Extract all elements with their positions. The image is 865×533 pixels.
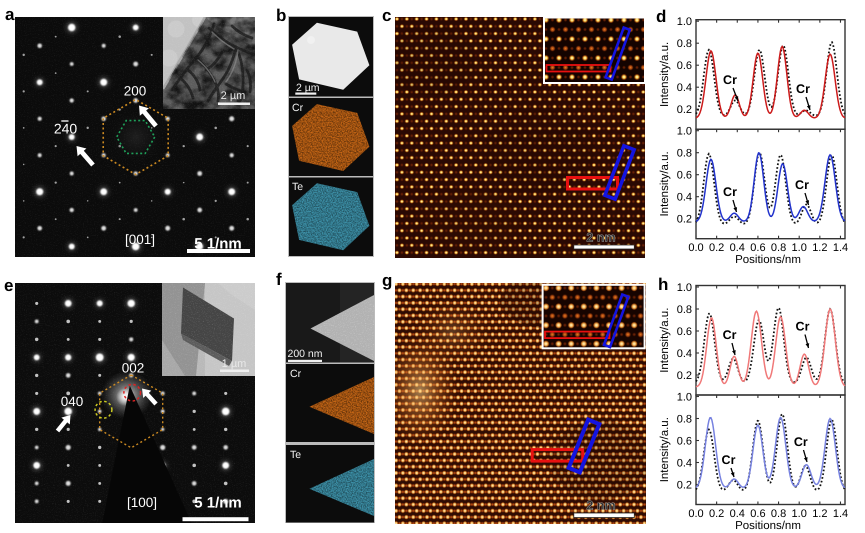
- svg-text:a: a: [5, 5, 15, 24]
- svg-text:0.6: 0.6: [677, 170, 692, 182]
- svg-text:Cr: Cr: [796, 320, 810, 334]
- svg-text:0.8: 0.8: [677, 38, 692, 50]
- svg-text:5 1/nm: 5 1/nm: [194, 236, 242, 253]
- svg-text:1.0: 1.0: [677, 391, 692, 403]
- svg-text:Positions/nm: Positions/nm: [735, 254, 801, 266]
- svg-text:2 µm: 2 µm: [221, 90, 246, 102]
- svg-text:0.6: 0.6: [677, 435, 692, 447]
- svg-text:0.4: 0.4: [730, 508, 745, 520]
- svg-text:c: c: [382, 6, 391, 25]
- svg-text:0.8: 0.8: [677, 148, 692, 160]
- svg-text:Cr: Cr: [796, 82, 810, 96]
- svg-text:1.4: 1.4: [833, 242, 848, 254]
- svg-text:Intensity/a.u.: Intensity/a.u.: [659, 417, 671, 482]
- svg-text:2 nm: 2 nm: [586, 231, 615, 245]
- svg-text:0.4: 0.4: [677, 348, 692, 360]
- svg-text:Cr: Cr: [723, 73, 737, 87]
- svg-text:Cr: Cr: [292, 102, 304, 114]
- svg-text:1.0: 1.0: [792, 508, 807, 520]
- svg-text:Cr: Cr: [723, 185, 737, 199]
- svg-text:0.0: 0.0: [688, 242, 703, 254]
- svg-text:2 nm: 2 nm: [586, 499, 615, 513]
- svg-text:0.8: 0.8: [771, 508, 786, 520]
- svg-text:f: f: [276, 270, 282, 289]
- svg-text:0.4: 0.4: [677, 82, 692, 94]
- svg-text:0.6: 0.6: [750, 242, 765, 254]
- svg-text:Cr: Cr: [723, 328, 737, 342]
- svg-text:Cr: Cr: [794, 435, 808, 449]
- svg-text:1.0: 1.0: [792, 242, 807, 254]
- svg-text:1.4: 1.4: [833, 508, 848, 520]
- svg-text:0.8: 0.8: [771, 242, 786, 254]
- svg-text:0.6: 0.6: [750, 508, 765, 520]
- svg-text:0.2: 0.2: [677, 479, 692, 491]
- svg-text:h: h: [658, 275, 668, 294]
- svg-text:2 µm: 2 µm: [296, 82, 320, 94]
- svg-text:0.4: 0.4: [677, 192, 692, 204]
- svg-text:0.6: 0.6: [677, 60, 692, 72]
- svg-text:[100]: [100]: [127, 495, 157, 510]
- svg-text:Cr: Cr: [722, 453, 736, 467]
- svg-text:0.0: 0.0: [688, 508, 703, 520]
- svg-text:1.2: 1.2: [812, 242, 827, 254]
- svg-text:5 1/nm: 5 1/nm: [194, 495, 242, 512]
- svg-text:1.0: 1.0: [677, 16, 692, 28]
- svg-text:b: b: [276, 6, 286, 25]
- svg-text:1.0: 1.0: [677, 126, 692, 138]
- svg-text:0.4: 0.4: [677, 457, 692, 469]
- svg-text:0.2: 0.2: [709, 508, 724, 520]
- svg-text:Cr: Cr: [795, 178, 809, 192]
- svg-text:e: e: [4, 276, 13, 295]
- svg-text:[001]: [001]: [125, 232, 155, 247]
- svg-text:Te: Te: [292, 181, 303, 193]
- svg-text:0.8: 0.8: [677, 304, 692, 316]
- svg-text:1 µm: 1 µm: [222, 358, 247, 370]
- svg-text:Cr: Cr: [290, 368, 302, 380]
- svg-text:200 nm: 200 nm: [288, 348, 323, 360]
- svg-text:0.2: 0.2: [709, 242, 724, 254]
- svg-text:0.2: 0.2: [677, 370, 692, 382]
- svg-text:Intensity/a.u.: Intensity/a.u.: [659, 308, 671, 373]
- svg-text:200: 200: [124, 84, 147, 99]
- svg-text:002: 002: [122, 361, 145, 376]
- svg-text:Intensity/a.u.: Intensity/a.u.: [659, 151, 671, 216]
- svg-text:0.4: 0.4: [730, 242, 745, 254]
- svg-text:g: g: [382, 271, 392, 290]
- svg-text:1.2: 1.2: [812, 508, 827, 520]
- svg-text:0.6: 0.6: [677, 326, 692, 338]
- svg-text:Te: Te: [290, 449, 301, 461]
- svg-text:040: 040: [61, 394, 84, 409]
- svg-text:0.2: 0.2: [677, 104, 692, 116]
- svg-text:240: 240: [54, 121, 78, 137]
- svg-text:0.2: 0.2: [677, 214, 692, 226]
- svg-text:d: d: [656, 7, 666, 26]
- svg-text:Positions/nm: Positions/nm: [735, 520, 801, 532]
- svg-text:0.8: 0.8: [677, 413, 692, 425]
- svg-text:Intensity/a.u.: Intensity/a.u.: [659, 42, 671, 107]
- svg-text:1.0: 1.0: [677, 282, 692, 294]
